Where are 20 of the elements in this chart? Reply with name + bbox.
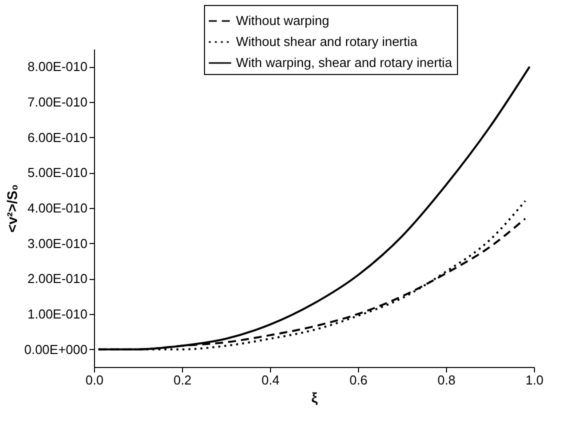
y-tick-label: 4.00E-010 xyxy=(28,200,88,216)
y-tick-label: 5.00E-010 xyxy=(28,165,88,180)
x-tick-label: 0.2 xyxy=(173,372,192,388)
y-tick-label: 0.00E+000 xyxy=(24,342,88,357)
x-tick-label: 0.6 xyxy=(349,372,368,388)
x-tick-label: 0.4 xyxy=(261,372,280,388)
x-axis-title: ξ xyxy=(311,390,318,406)
x-tick-label: 0.8 xyxy=(437,372,456,388)
y-tick-label: 7.00E-010 xyxy=(28,94,88,110)
x-tick-label: 1.0 xyxy=(525,372,544,388)
legend-label: With warping, shear and rotary inertia xyxy=(236,55,453,70)
legend-label: Without shear and rotary inertia xyxy=(236,34,418,49)
y-tick-label: 6.00E-010 xyxy=(28,130,88,145)
y-axis-title: <v²>/S₀ xyxy=(4,184,20,233)
y-tick-label: 8.00E-010 xyxy=(28,59,88,74)
x-tick-label: 0.0 xyxy=(85,372,104,388)
legend-label: Without warping xyxy=(236,13,330,28)
y-tick-label: 2.00E-010 xyxy=(28,271,88,286)
y-tick-label: 1.00E-010 xyxy=(28,306,88,322)
y-tick-label: 3.00E-010 xyxy=(28,236,88,251)
